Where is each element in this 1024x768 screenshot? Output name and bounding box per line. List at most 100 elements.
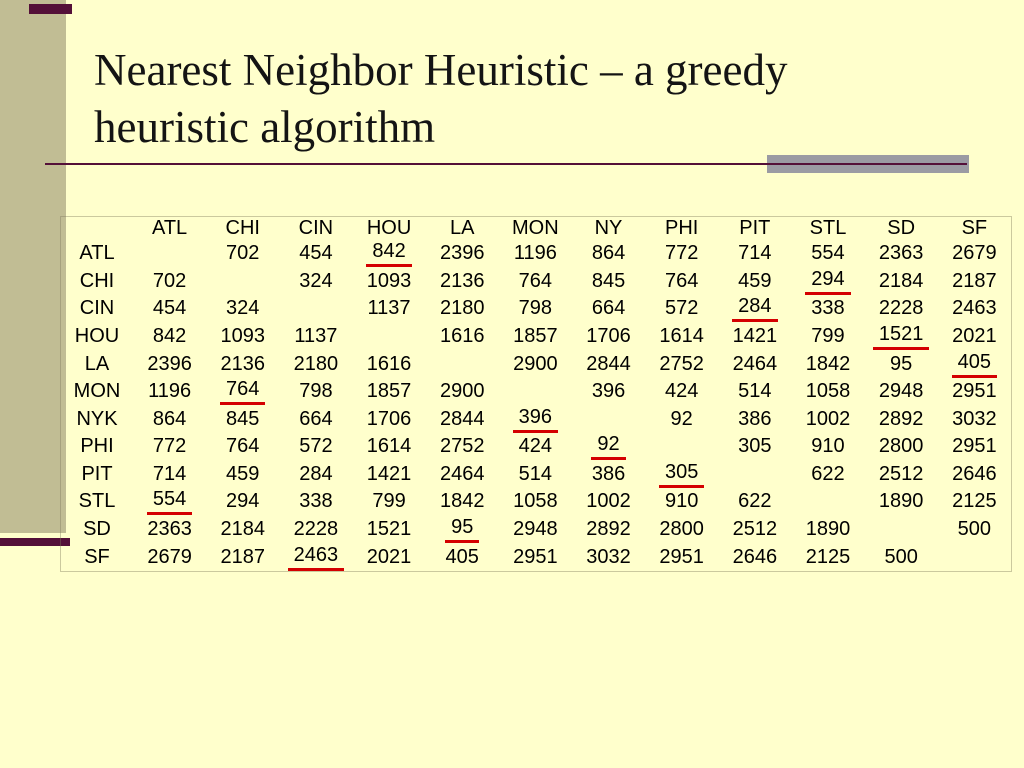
matrix-cell: 2021 (938, 323, 1011, 351)
nearest-neighbor-value: 396 (512, 406, 559, 433)
distance-value: 772 (152, 435, 187, 458)
matrix-cell: 2646 (938, 461, 1011, 489)
matrix-cell: 2892 (572, 516, 645, 544)
distance-value: 2180 (293, 352, 339, 375)
distance-value: 2184 (220, 518, 265, 541)
distance-matrix-container: ATL CHI CIN HOU LA MON NY PHI PIT STL SD SF ATL 702 4… (60, 216, 1012, 572)
matrix-cell: 2396 (133, 350, 206, 378)
distance-value: 714 (152, 462, 187, 485)
column-header: MON (512, 217, 559, 239)
distance-value: 2646 (732, 545, 778, 568)
distance-value: 424 (664, 380, 699, 403)
matrix-cell: 664 (279, 405, 352, 433)
matrix-cell: 702 (206, 240, 279, 268)
matrix-cell: 1521 (352, 516, 425, 544)
distance-value: 845 (226, 407, 260, 430)
matrix-cell: 2125 (791, 543, 864, 571)
row-header: MON (73, 380, 121, 403)
matrix-cell: 514 (499, 461, 572, 489)
distance-value: 1421 (366, 462, 412, 485)
distance-value: 305 (738, 435, 772, 458)
distance-value: 764 (226, 435, 260, 458)
distance-value: 2125 (952, 490, 997, 513)
matrix-cell: 2951 (645, 543, 718, 571)
matrix-cell: 1002 (791, 405, 864, 433)
distance-value: 1614 (366, 435, 412, 458)
matrix-cell: 2752 (645, 350, 718, 378)
matrix-cell: 284 (718, 295, 791, 323)
distance-value: 2679 (147, 545, 192, 568)
row-header: HOU (74, 325, 120, 348)
distance-value: 2948 (878, 380, 924, 403)
distance-value: 702 (226, 242, 260, 265)
distance-value: 622 (738, 490, 772, 513)
matrix-cell: 554 (133, 488, 206, 516)
column-header: PHI (665, 217, 699, 239)
distance-value: 1058 (513, 490, 558, 513)
row-header: STL (78, 490, 116, 513)
distance-value: 2752 (439, 435, 485, 458)
matrix-row: SF 2679 2187 2463 2021 405 2951 3032 2951 2646 212… (61, 543, 1011, 571)
matrix-cell: 2900 (426, 378, 499, 406)
row-header: PIT (81, 462, 113, 485)
distance-value: 514 (738, 380, 772, 403)
matrix-row: CHI 702 324 1093 2136 764 845 764 459 294 2184 2187 (61, 268, 1011, 296)
row-header: NYK (76, 407, 118, 430)
matrix-cell: 842 (352, 240, 425, 268)
distance-value: 2396 (439, 242, 485, 265)
matrix-cell: 772 (645, 240, 718, 268)
matrix-cell: 2464 (718, 350, 791, 378)
distance-value: 386 (738, 407, 772, 430)
distance-value: 2892 (586, 518, 631, 541)
distance-value: 764 (664, 269, 699, 292)
distance-value: 1521 (366, 518, 412, 541)
matrix-cell: 92 (572, 433, 645, 461)
matrix-cell: 2463 (279, 543, 352, 571)
matrix-cell: 2228 (279, 516, 352, 544)
matrix-cell: 1857 (499, 323, 572, 351)
matrix-cell: 572 (279, 433, 352, 461)
matrix-cell (279, 295, 352, 323)
row-header: PHI (80, 435, 114, 458)
matrix-cell: 2679 (938, 240, 1011, 268)
distance-value: 864 (152, 407, 187, 430)
matrix-cell: 572 (645, 295, 718, 323)
bottom-accent-bar (0, 538, 70, 546)
matrix-cell: 714 (133, 461, 206, 489)
matrix-cell: 1093 (352, 268, 425, 296)
distance-value: 454 (152, 297, 187, 320)
matrix-cell: 910 (791, 433, 864, 461)
matrix-cell: 2948 (499, 516, 572, 544)
distance-value: 2512 (732, 518, 778, 541)
matrix-cell: 454 (133, 295, 206, 323)
distance-value: 1890 (878, 490, 924, 513)
matrix-cell: 845 (206, 405, 279, 433)
top-accent-bar (29, 4, 72, 14)
nearest-neighbor-value: 764 (220, 378, 266, 406)
matrix-cell: 2125 (938, 488, 1011, 516)
distance-value: 2464 (439, 462, 485, 485)
row-header: ATL (79, 242, 115, 265)
distance-value: 424 (518, 435, 553, 458)
slide-title-line-1: Nearest Neighbor Heuristic – a greedy (94, 45, 788, 95)
distance-value: 622 (811, 462, 845, 485)
matrix-cell: 2752 (426, 433, 499, 461)
matrix-cell: 2900 (499, 350, 572, 378)
matrix-cell: 2464 (426, 461, 499, 489)
matrix-cell: 1093 (206, 323, 279, 351)
matrix-cell: 459 (718, 268, 791, 296)
matrix-cell: 284 (279, 461, 352, 489)
distance-value: 2512 (878, 462, 924, 485)
distance-value: 2021 (952, 325, 997, 348)
distance-value: 864 (591, 242, 626, 265)
matrix-cell: 2363 (865, 240, 938, 268)
row-header: SF (84, 545, 110, 568)
matrix-cell: 702 (133, 268, 206, 296)
distance-value: 572 (664, 297, 699, 320)
distance-value: 2951 (952, 380, 997, 403)
distance-value: 2363 (878, 242, 924, 265)
column-header: SD (887, 217, 916, 239)
matrix-cell (645, 433, 718, 461)
matrix-row: NYK 864 845 664 1706 2844 396 92 386 1002 2892 3032 (61, 405, 1011, 433)
distance-value: 2951 (659, 545, 704, 568)
